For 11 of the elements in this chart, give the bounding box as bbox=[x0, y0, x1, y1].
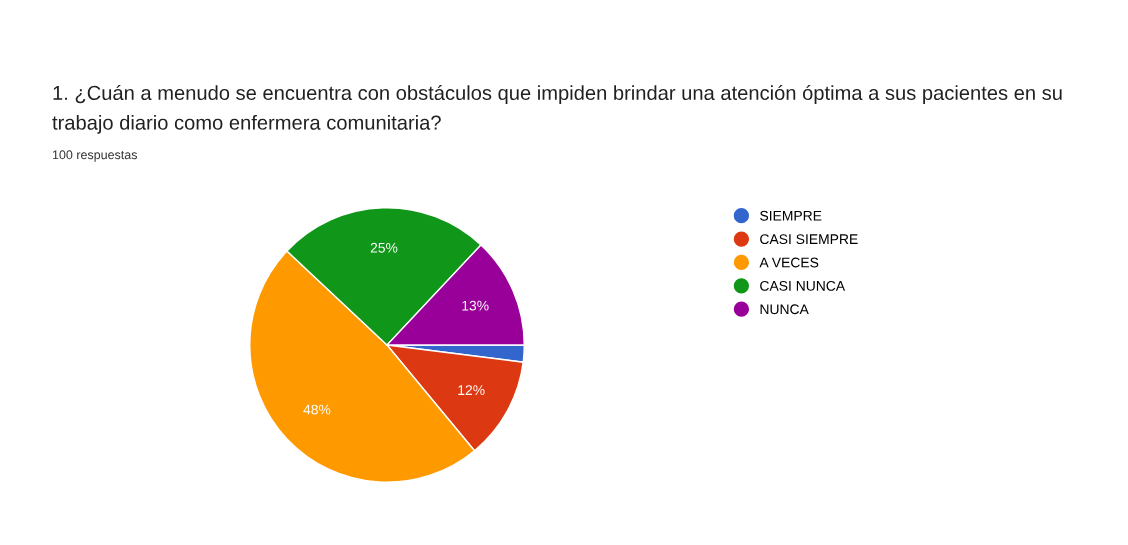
data-label: 12% bbox=[458, 385, 485, 395]
data-label: 48% bbox=[303, 404, 331, 415]
legend-label: SIEMPRE bbox=[760, 210, 822, 221]
chart-title: 1. ¿Cuán a menudo se encuentra con obstáculos que impiden brindar una atención óptima a sus pacientes en su trabajo diario como enfermera comunitaria? bbox=[52, 85, 1062, 134]
legend-label: CASI NUNCA bbox=[760, 280, 846, 291]
legend-label: A VECES bbox=[759, 257, 819, 268]
legend-label: CASI SIEMPRE bbox=[760, 234, 858, 245]
text: 100 respuestas bbox=[52, 150, 138, 162]
data-label: 13% bbox=[462, 300, 489, 311]
data-label: 25% bbox=[370, 242, 398, 253]
legend-label: NUNCA bbox=[760, 304, 809, 315]
